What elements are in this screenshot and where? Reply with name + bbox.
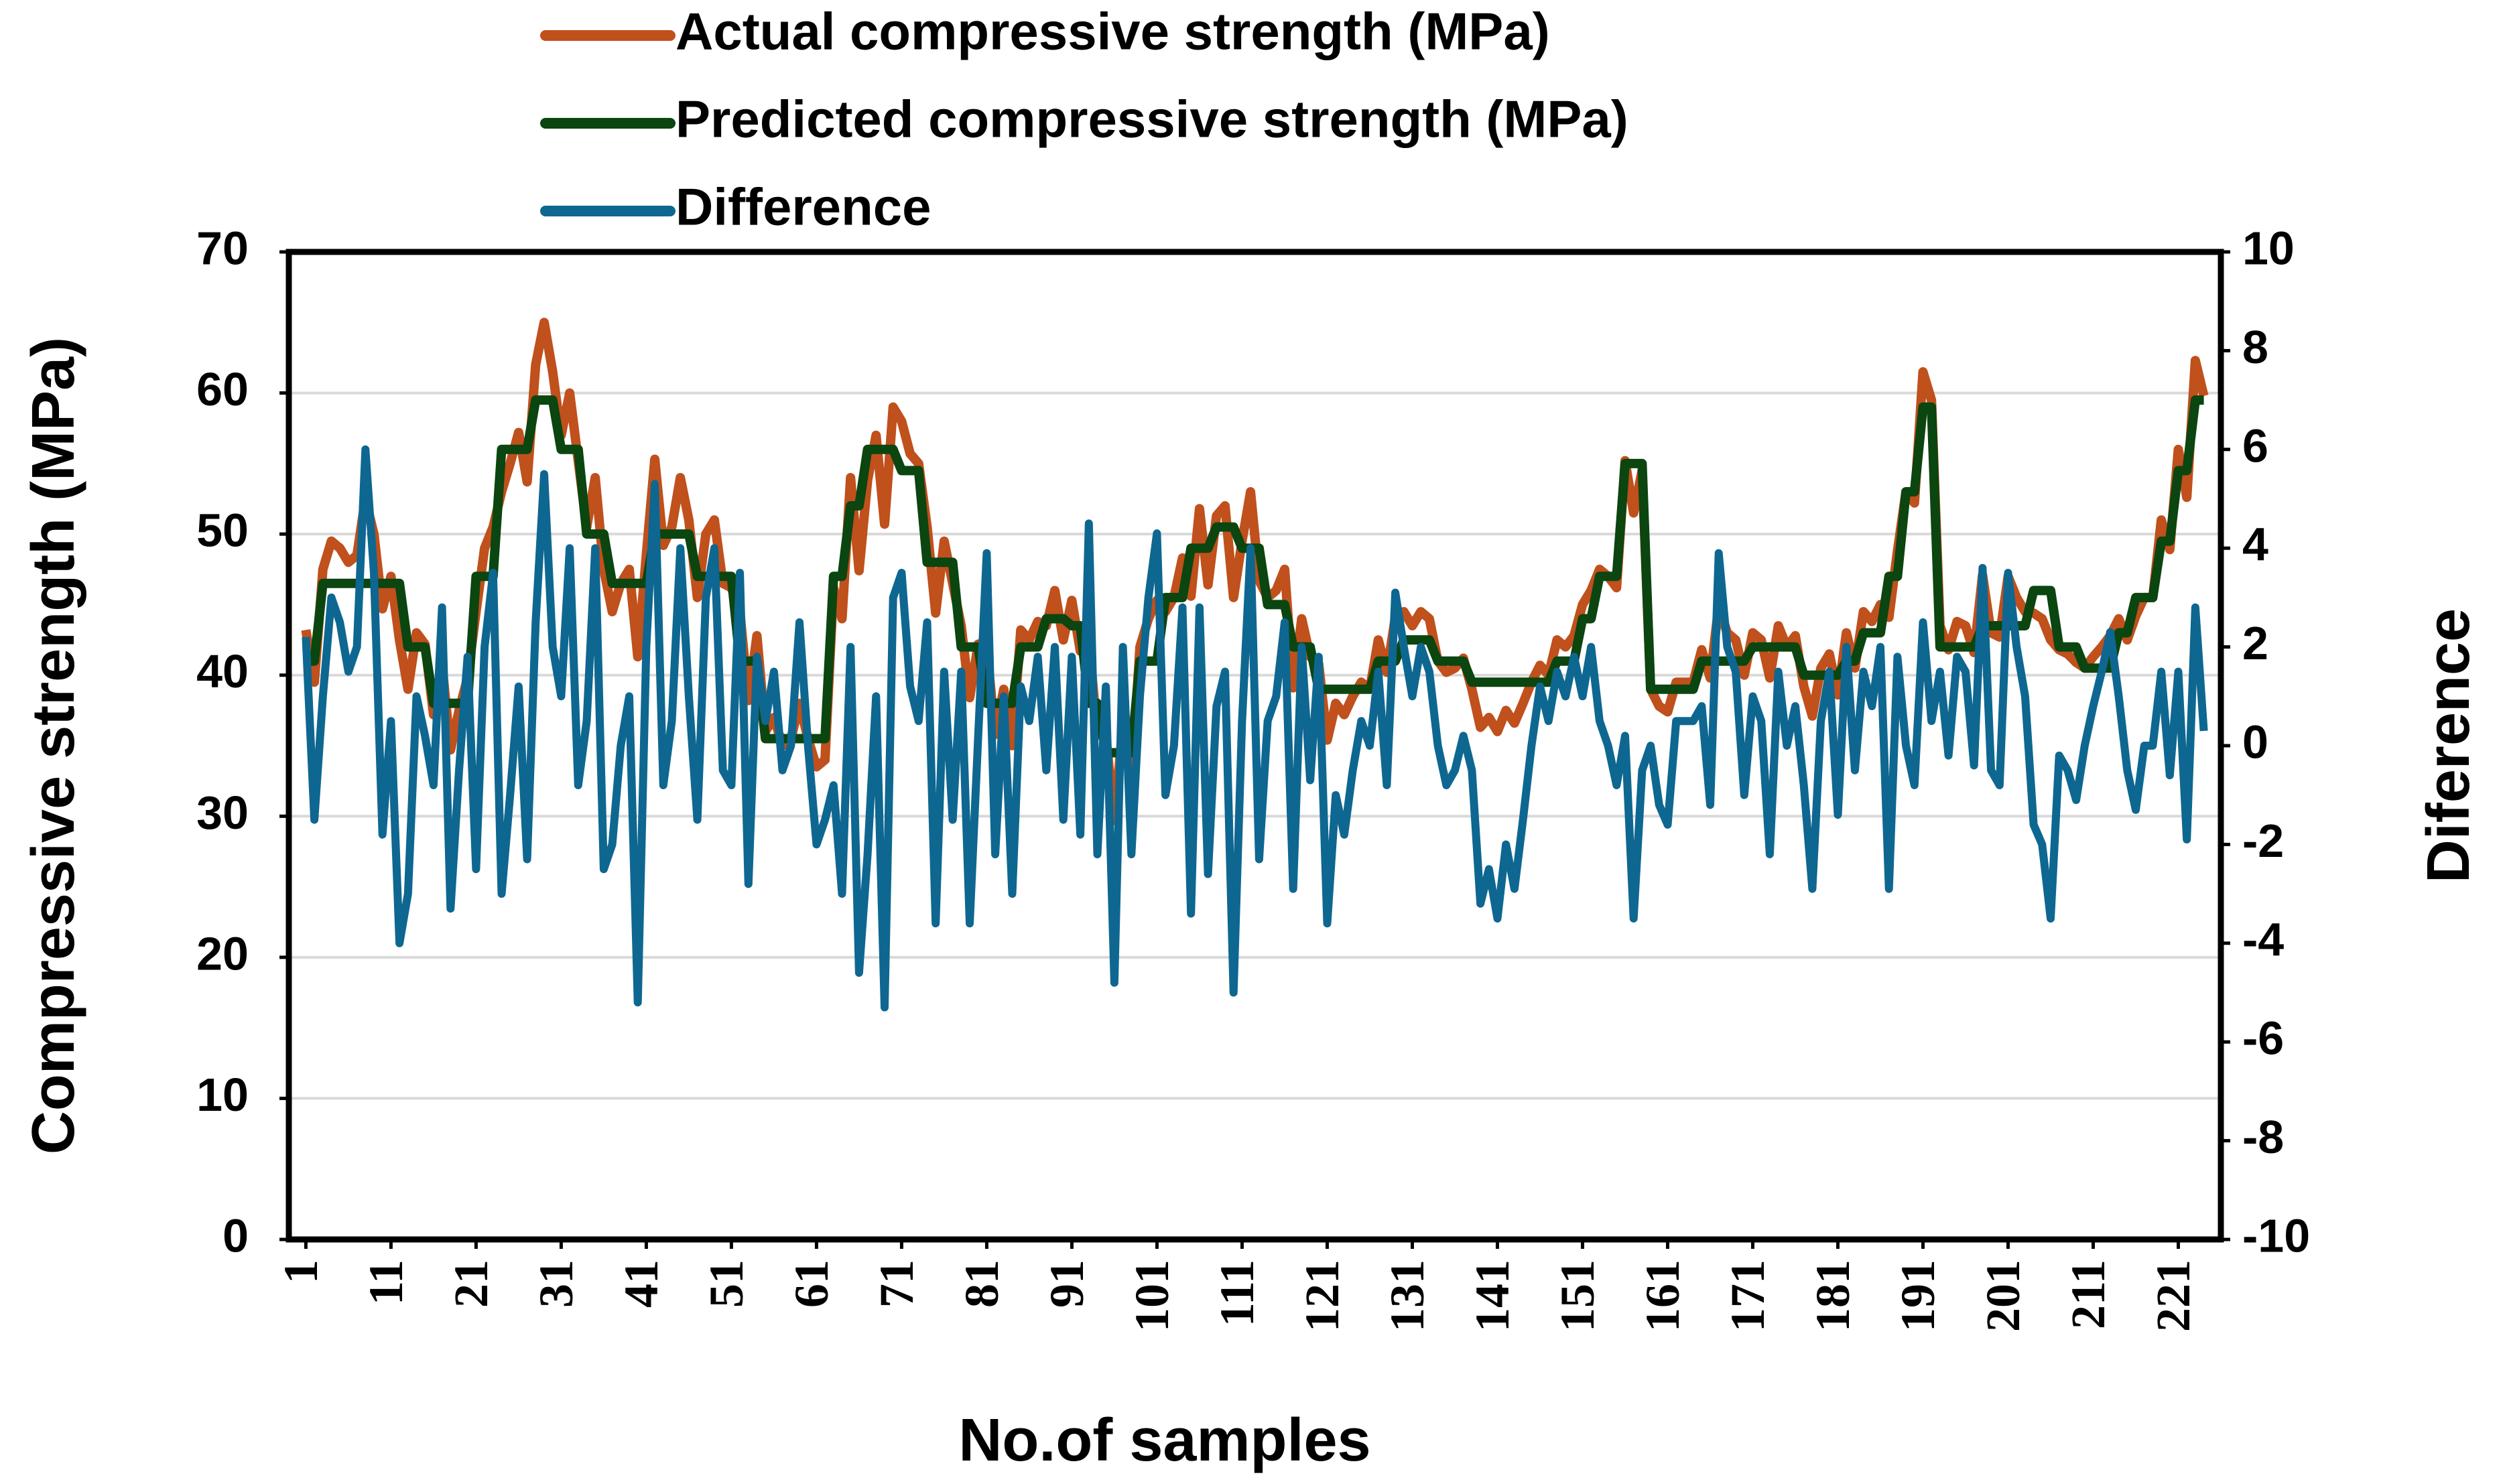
x-tick-label: 121: [1295, 1260, 1349, 1332]
y2-tick-label: 10: [2242, 222, 2295, 274]
y2-tick-label: 2: [2242, 617, 2268, 669]
x-tick-label: 191: [1891, 1260, 1945, 1332]
x-tick-label: 221: [2146, 1260, 2200, 1332]
y-tick-label: 60: [196, 363, 249, 415]
x-tick-label: 111: [1210, 1260, 1264, 1327]
y-tick-label: 10: [196, 1069, 249, 1121]
y-tick-label: 40: [196, 645, 249, 697]
x-tick-label: 101: [1125, 1260, 1179, 1332]
x-tick-label: 21: [444, 1260, 498, 1308]
x-tick-label: 1: [274, 1260, 328, 1284]
x-tick-label: 201: [1976, 1260, 2030, 1332]
y2-axis-title: Diference: [2415, 608, 2482, 883]
y-tick-label: 30: [196, 787, 249, 839]
y-axis-title: Compressive strength (MPa): [20, 337, 87, 1154]
y2-tick-label: 8: [2242, 321, 2268, 373]
y-tick-label: 20: [196, 927, 249, 980]
series-line: [302, 445, 2208, 1012]
x-tick-label: 51: [700, 1260, 753, 1308]
x-tick-label: 151: [1551, 1260, 1604, 1332]
x-tick-label: 181: [1806, 1260, 1860, 1332]
y2-tick-label: -6: [2242, 1012, 2284, 1065]
x-tick-label: 141: [1466, 1260, 1519, 1332]
x-tick-label: 91: [1040, 1260, 1094, 1308]
y-tick-label: 70: [196, 222, 249, 274]
y-tick-label: 50: [196, 504, 249, 557]
x-tick-label: 41: [615, 1260, 668, 1308]
legend-label: Actual compressive strength (MPa): [676, 2, 1550, 61]
x-tick-label: 61: [785, 1260, 838, 1308]
y2-tick-label: -10: [2242, 1209, 2310, 1262]
x-tick-label: 31: [529, 1260, 583, 1308]
y2-tick-label: -8: [2242, 1111, 2284, 1163]
y2-tick-label: -2: [2242, 815, 2284, 867]
plot-lines: [301, 318, 2209, 1012]
x-tick-label: 11: [359, 1260, 413, 1305]
x-tick-label: 81: [955, 1260, 1009, 1308]
x-tick-label: 171: [1721, 1260, 1775, 1332]
series-line: [306, 395, 2204, 758]
x-tick-label: 161: [1636, 1260, 1689, 1332]
y2-tick-label: 0: [2242, 716, 2268, 768]
y-tick-label: 0: [222, 1209, 249, 1262]
legend-label: Difference: [676, 178, 931, 237]
legend-label: Predicted compressive strength (MPa): [676, 90, 1628, 149]
x-axis-title: No.of samples: [958, 1407, 1370, 1474]
y2-tick-label: 6: [2242, 419, 2268, 472]
x-tick-label: 71: [870, 1260, 923, 1308]
x-tick-label: 211: [2061, 1260, 2115, 1329]
x-tick-label: 131: [1380, 1260, 1434, 1332]
y2-tick-label: -4: [2242, 913, 2284, 965]
y2-tick-label: 4: [2242, 519, 2268, 571]
